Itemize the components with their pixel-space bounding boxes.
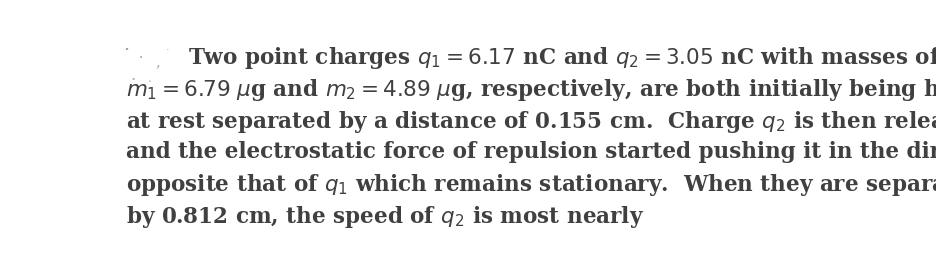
Text: at rest separated by a distance of 0.155 cm.  Charge $q_2$ is then released: at rest separated by a distance of 0.155… — [125, 109, 936, 135]
Text: ·: · — [123, 41, 129, 59]
Text: ·: · — [148, 75, 152, 88]
Text: ·: · — [130, 72, 136, 88]
Text: ,: , — [155, 55, 160, 69]
Text: opposite that of $q_1$ which remains stationary.  When they are separated: opposite that of $q_1$ which remains sta… — [125, 173, 936, 198]
Text: by 0.812 cm, the speed of $q_2$ is most nearly: by 0.812 cm, the speed of $q_2$ is most … — [125, 204, 644, 230]
Text: $m_1 = 6.79\ \mu$g and $m_2 = 4.89\ \mu$g, respectively, are both initially bein: $m_1 = 6.79\ \mu$g and $m_2 = 4.89\ \mu$… — [125, 77, 936, 103]
Text: and the electrostatic force of repulsion started pushing it in the direction: and the electrostatic force of repulsion… — [125, 141, 936, 163]
Text: ·: · — [139, 51, 143, 66]
Text: Two point charges $q_1 = 6.17$ nC and $q_2 = 3.05$ nC with masses of: Two point charges $q_1 = 6.17$ nC and $q… — [188, 45, 936, 72]
Text: ·: · — [167, 45, 169, 55]
